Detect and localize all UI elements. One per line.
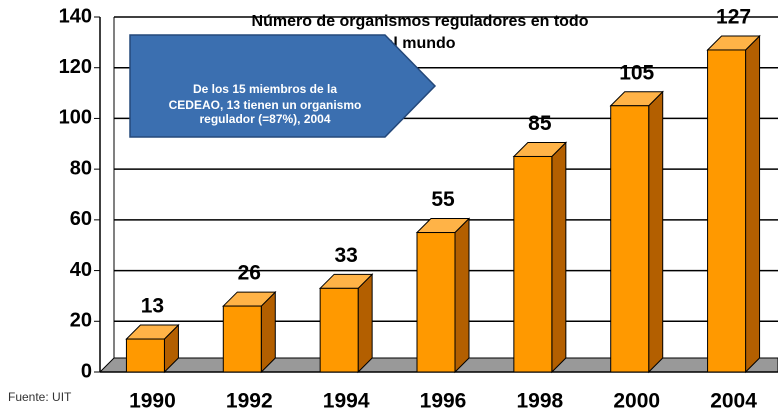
chart-title: Número de organismos reguladores en todo bbox=[252, 13, 589, 30]
value-label: 26 bbox=[238, 262, 261, 285]
callout-text: De los 15 miembros de la bbox=[193, 82, 337, 96]
bar-side bbox=[454, 217, 470, 374]
x-tick-label: 1994 bbox=[323, 390, 370, 413]
value-label: 55 bbox=[431, 188, 455, 211]
bar bbox=[125, 338, 165, 373]
y-tick-label: 20 bbox=[70, 310, 92, 332]
bar-side bbox=[745, 34, 761, 374]
x-tick-label: 1996 bbox=[420, 390, 467, 413]
bar bbox=[319, 287, 359, 373]
value-label: 127 bbox=[716, 6, 751, 29]
bar bbox=[707, 49, 747, 373]
callout-text: CEDEAO, 13 tienen un organismo bbox=[169, 98, 362, 112]
y-tick-label: 100 bbox=[59, 107, 92, 129]
source: Fuente: UIT bbox=[8, 390, 72, 404]
value-label: 33 bbox=[334, 244, 357, 267]
bar-side bbox=[648, 90, 664, 374]
y-tick-label: 0 bbox=[81, 360, 92, 382]
y-tick-label: 60 bbox=[70, 208, 92, 230]
bar-side bbox=[357, 273, 373, 374]
bar bbox=[416, 232, 456, 373]
y-tick-label: 80 bbox=[70, 157, 92, 179]
bar-side bbox=[551, 141, 567, 374]
y-tick-label: 40 bbox=[70, 259, 92, 281]
bar bbox=[610, 105, 650, 373]
x-tick-label: 2004 bbox=[710, 390, 757, 413]
callout-text: regulador (=87%), 2004 bbox=[199, 112, 330, 126]
y-tick-label: 140 bbox=[59, 5, 92, 27]
x-tick-label: 1992 bbox=[226, 390, 273, 413]
x-tick-label: 2000 bbox=[613, 390, 660, 413]
callout-arrow bbox=[129, 34, 437, 138]
x-tick-label: 1998 bbox=[516, 390, 563, 413]
x-tick-label: 1990 bbox=[129, 390, 176, 413]
chart-title: el mundo bbox=[384, 35, 455, 52]
value-label: 105 bbox=[619, 61, 654, 84]
y-tick-label: 120 bbox=[59, 56, 92, 78]
bar bbox=[513, 155, 553, 373]
callout: De los 15 miembros de la CEDEAO, 13 tien… bbox=[129, 34, 437, 138]
bar bbox=[222, 305, 262, 373]
value-label: 13 bbox=[141, 295, 164, 318]
value-label: 85 bbox=[528, 112, 552, 135]
